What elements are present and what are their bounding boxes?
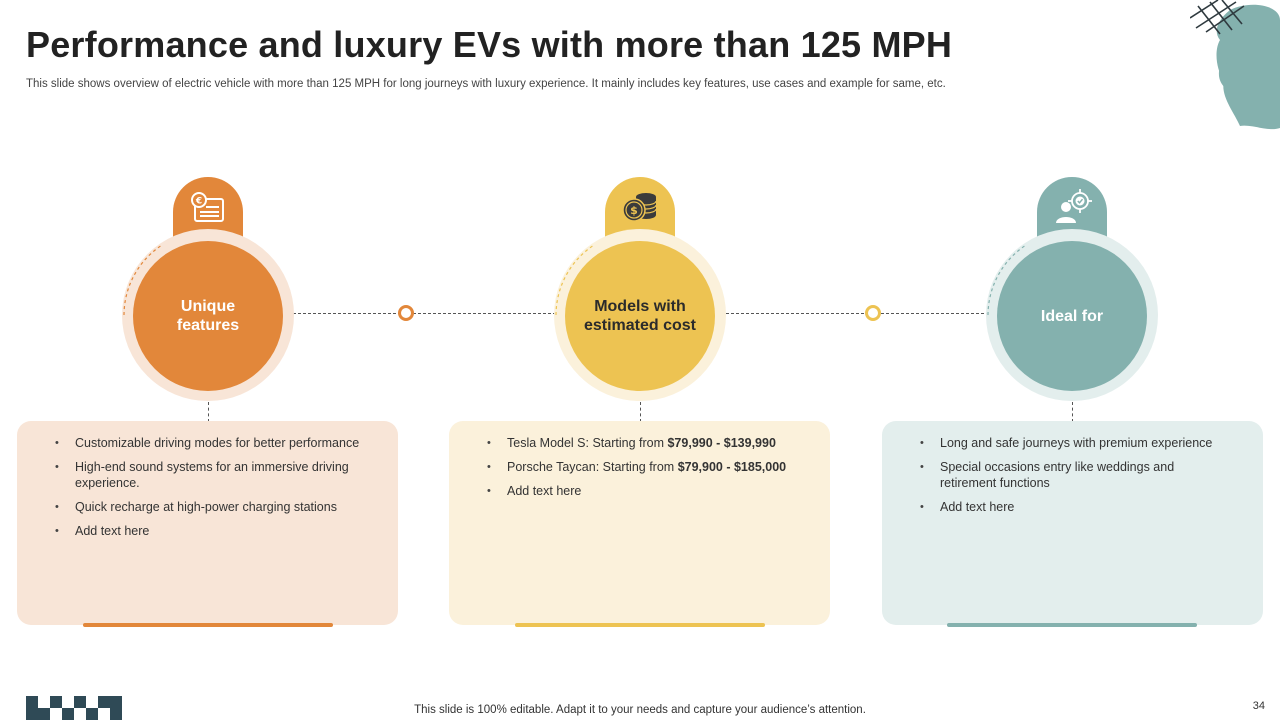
- ideal-for-card: Long and safe journeys with premium expe…: [882, 421, 1263, 625]
- coin-stack-icon: $: [620, 189, 660, 247]
- page-title: Performance and luxury EVs with more tha…: [26, 24, 953, 65]
- list-item: Quick recharge at high-power charging st…: [55, 499, 368, 515]
- brush-stroke-decoration: [1190, 0, 1280, 130]
- card-accent-bar: [947, 623, 1197, 627]
- connector-line: [208, 402, 209, 422]
- column-heading-line1: Ideal for: [1040, 307, 1104, 325]
- dashed-arc: [555, 244, 595, 316]
- connector-line: [726, 313, 989, 314]
- list-item: Add text here: [55, 523, 368, 539]
- list-item: Customizable driving modes for better pe…: [55, 435, 368, 451]
- column-heading-line1: Models with: [594, 298, 686, 315]
- card-accent-bar: [83, 623, 333, 627]
- connector-line: [640, 402, 641, 422]
- column-heading-line1: Unique: [180, 298, 236, 315]
- page-number: 34: [1252, 700, 1265, 712]
- list-item: Special occasions entry like weddings an…: [920, 459, 1233, 491]
- column-heading-line2: estimated cost: [583, 317, 697, 334]
- column-circle-models-cost: Models with estimated cost: [565, 241, 715, 391]
- column-heading-line2: features: [176, 317, 240, 334]
- column-circle-unique-features: Unique features: [133, 241, 283, 391]
- list-item: Add text here: [920, 499, 1233, 515]
- checkerboard-decoration: [26, 696, 122, 720]
- footer-note: This slide is 100% editable. Adapt it to…: [414, 704, 866, 716]
- price-tag-document-icon: €: [188, 189, 228, 247]
- features-card: Customizable driving modes for better pe…: [17, 421, 398, 625]
- target-user-icon: [1052, 189, 1092, 247]
- connector-node: [398, 305, 414, 321]
- svg-text:$: $: [630, 204, 638, 217]
- models-card: Tesla Model S: Starting from $79,990 - $…: [449, 421, 830, 625]
- page-subtitle: This slide shows overview of electric ve…: [26, 78, 946, 90]
- list-item: Add text here: [487, 483, 800, 499]
- connector-line: [1072, 402, 1073, 422]
- list-item: Long and safe journeys with premium expe…: [920, 435, 1233, 451]
- list-item: High-end sound systems for an immersive …: [55, 459, 368, 491]
- svg-text:€: €: [195, 197, 202, 207]
- card-accent-bar: [515, 623, 765, 627]
- list-item: Tesla Model S: Starting from $79,990 - $…: [487, 435, 800, 451]
- connector-line: [293, 313, 556, 314]
- dashed-arc: [987, 244, 1027, 316]
- dashed-arc: [123, 244, 163, 316]
- list-item: Porsche Taycan: Starting from $79,900 - …: [487, 459, 800, 475]
- column-circle-ideal-for: Ideal for: [997, 241, 1147, 391]
- connector-node: [865, 305, 881, 321]
